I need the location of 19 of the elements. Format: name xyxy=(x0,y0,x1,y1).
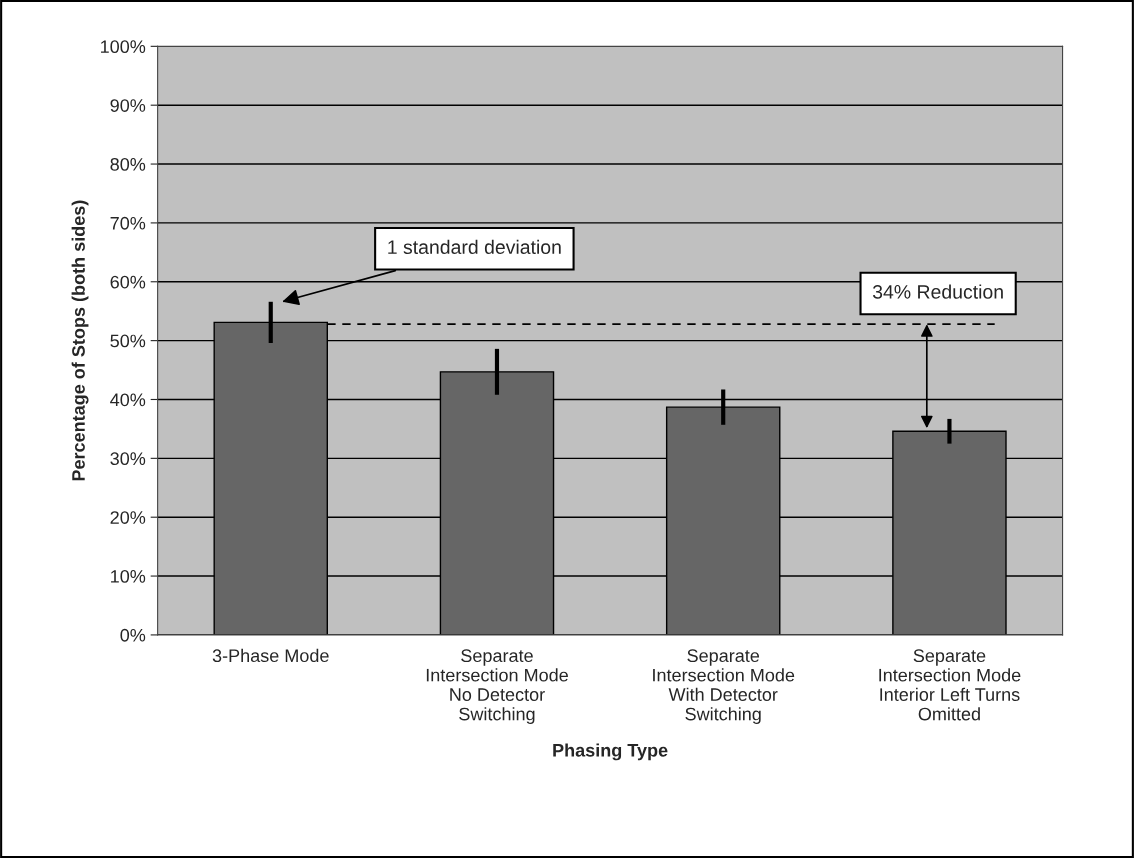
y-tick-label: 70% xyxy=(110,216,146,230)
x-tick-label: Separate Intersection Mode No Detector Switching xyxy=(426,649,568,724)
y-tick-label: 80% xyxy=(110,157,146,171)
x-tick-label: Separate Intersection Mode Interior Left Turns Omitted xyxy=(879,649,1021,721)
y-tick-label: 40% xyxy=(110,393,146,407)
x-axis-title: Phasing Type xyxy=(553,743,668,761)
y-axis-title: Percentage of Stops (both sides) xyxy=(71,200,89,481)
x-tick-label: Separate Intersection Mode With Detector Switching xyxy=(653,649,795,724)
y-tick-label: 20% xyxy=(110,511,146,524)
y-tick-label: 90% xyxy=(110,99,146,112)
y-tick-label: 10% xyxy=(111,570,146,583)
y-tick-label: 30% xyxy=(110,452,146,466)
annotation: 34% Reduction xyxy=(872,284,1003,299)
annotation: 1 standard deviation xyxy=(388,239,561,255)
y-tick-label: 60% xyxy=(110,275,146,289)
x-tick-label: 3-Phase Mode xyxy=(212,648,329,663)
y-tick-label: 100% xyxy=(101,40,146,54)
y-tick-label: 50% xyxy=(110,334,146,348)
y-tick-label: 0% xyxy=(120,628,146,642)
